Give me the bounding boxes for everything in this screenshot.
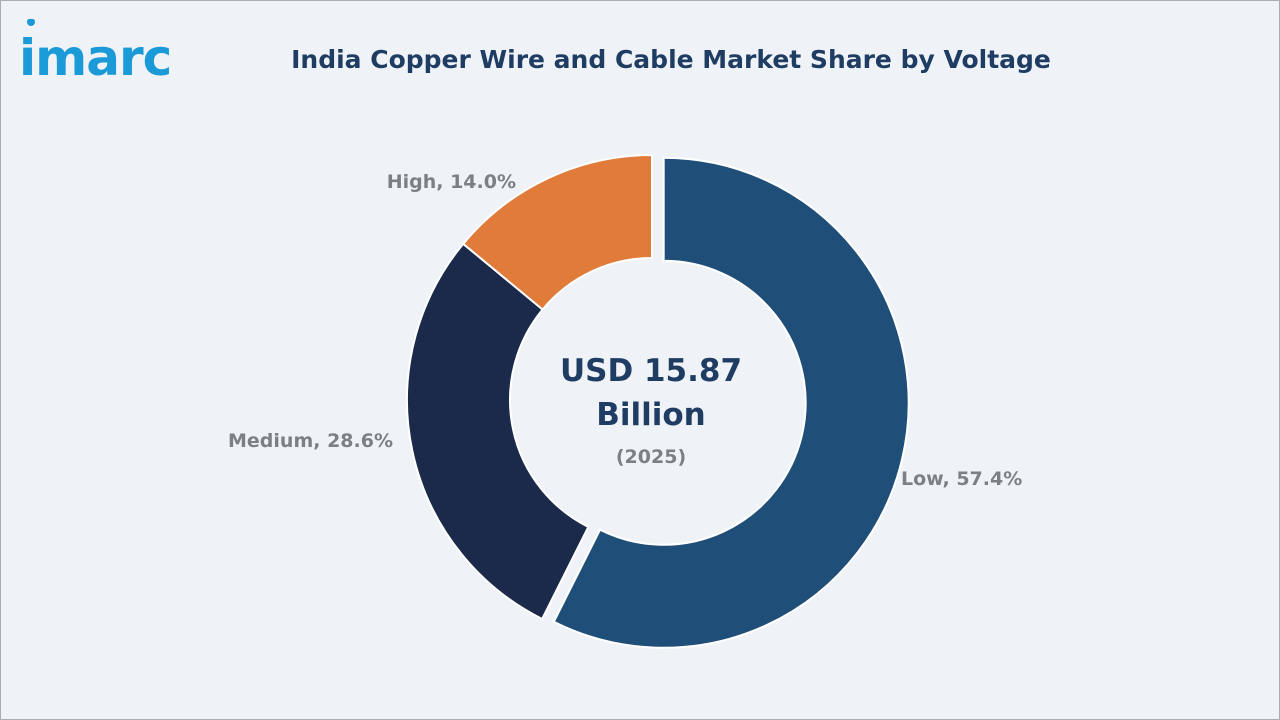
center-year: (2025) — [616, 446, 686, 468]
center-unit: Billion — [596, 397, 706, 433]
slice-label-high: High, 14.0% — [387, 171, 516, 193]
logo-dot — [27, 19, 35, 26]
logo-wordmark: imarc — [21, 29, 171, 83]
slice-medium — [406, 242, 590, 621]
donut-slices — [406, 153, 910, 649]
chart-title: India Copper Wire and Cable Market Share… — [291, 45, 1051, 74]
slice-low — [552, 156, 910, 649]
slice-high — [461, 153, 653, 311]
slice-label-medium: Medium, 28.6% — [228, 430, 393, 452]
slice-label-low: Low, 57.4% — [901, 468, 1022, 490]
slice-labels: Low, 57.4% Medium, 28.6% High, 14.0% — [228, 171, 1022, 490]
center-value: USD 15.87 — [560, 353, 742, 389]
imarc-logo: imarc — [21, 19, 172, 83]
